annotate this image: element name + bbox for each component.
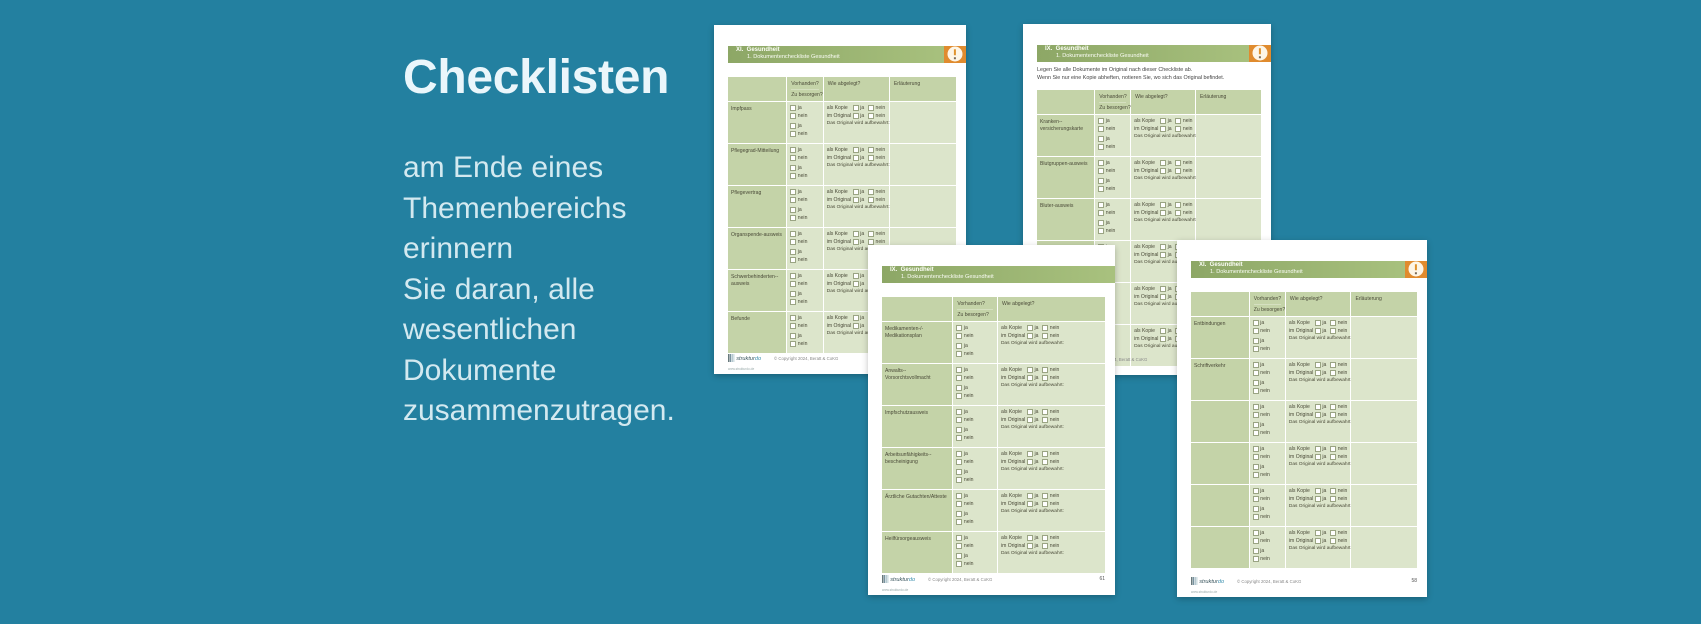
svg-text:strukturdo: strukturdo bbox=[890, 577, 915, 583]
svg-text:strukturdo: strukturdo bbox=[1199, 579, 1224, 585]
svg-text:strukturdo: strukturdo bbox=[736, 356, 761, 362]
